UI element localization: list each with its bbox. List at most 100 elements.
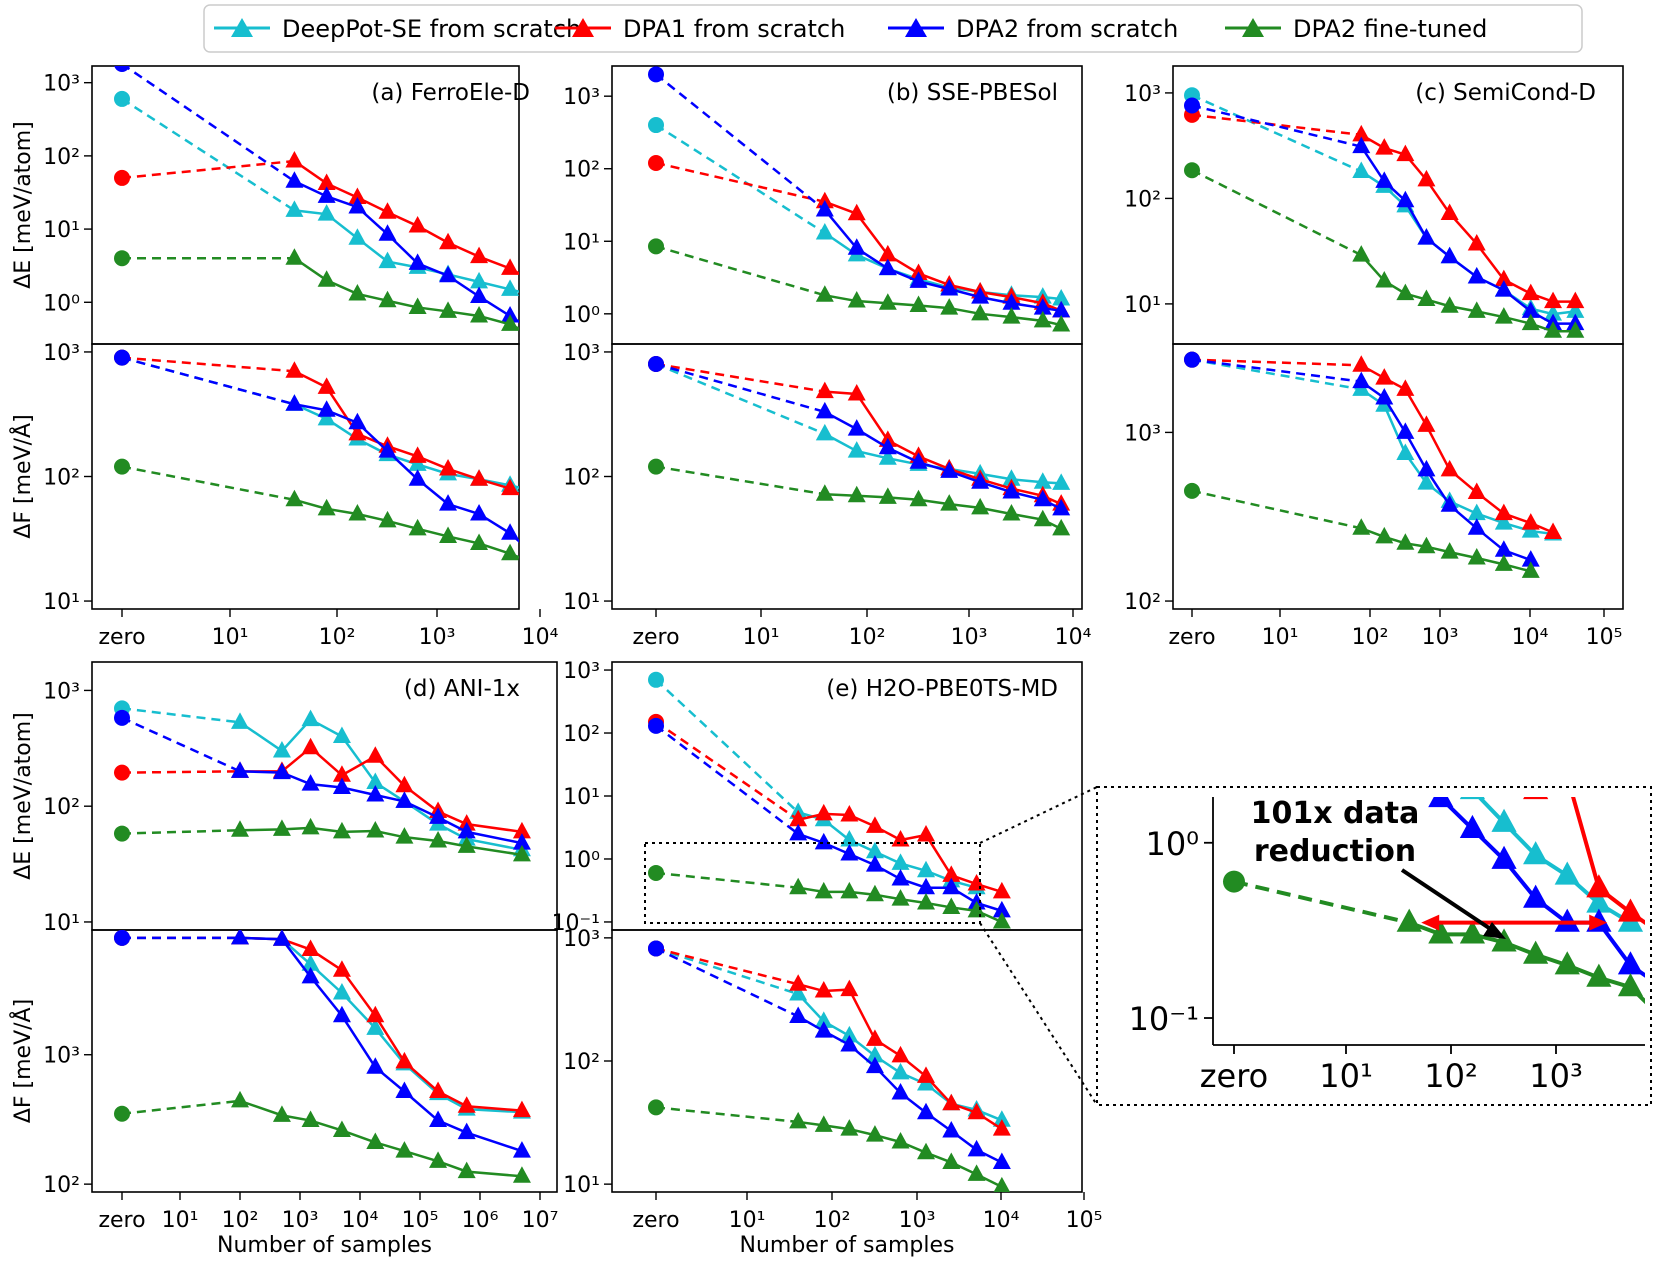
zero-shot-link — [655, 245, 826, 297]
series — [648, 238, 1071, 332]
data-point — [1467, 233, 1486, 251]
data-point — [917, 1142, 936, 1160]
data-point — [815, 199, 834, 217]
axes-frame — [91, 661, 558, 931]
data-point — [470, 503, 489, 521]
data-point — [1396, 533, 1415, 550]
y-tick-label: 10³ — [563, 927, 600, 952]
zero-shot-point — [1184, 482, 1200, 499]
y-tick-label: 10³ — [43, 341, 80, 366]
data-point — [891, 853, 910, 870]
zero-shot-link — [121, 159, 295, 180]
series-line — [1360, 133, 1576, 303]
zero-shot-point — [648, 238, 664, 255]
plot-area — [648, 940, 1011, 1192]
data-point — [1352, 245, 1371, 262]
zero-shot-point — [648, 717, 664, 734]
zero-shot-point — [114, 349, 130, 366]
series — [1184, 106, 1585, 309]
legend-marker — [231, 18, 253, 37]
data-point — [408, 518, 427, 536]
data-point — [1544, 522, 1563, 539]
zero-shot-link — [1191, 489, 1362, 530]
zero-shot-point — [648, 864, 664, 881]
data-point — [942, 897, 961, 914]
zero-shot-link — [1191, 113, 1362, 137]
data-point — [847, 291, 866, 308]
zero-shot-point — [648, 671, 664, 688]
zero-shot-link — [1191, 358, 1362, 367]
legend-entry: DeepPot-SE from scratch — [214, 15, 581, 43]
data-point — [332, 726, 351, 743]
data-point — [917, 1066, 936, 1083]
y-tick-label: 10³ — [43, 72, 80, 97]
inset-zero-link — [1234, 461, 1409, 733]
inset-data-point — [1523, 797, 1549, 800]
data-point — [519, 323, 537, 340]
data-point — [1521, 283, 1540, 301]
data-point — [272, 740, 291, 758]
zero-shot-point — [114, 66, 130, 72]
x-tick-label: 10² — [1352, 625, 1389, 650]
data-point — [317, 498, 336, 516]
data-point — [967, 874, 986, 891]
inset-data-point — [1523, 940, 1549, 964]
data-point — [348, 503, 367, 521]
data-point — [847, 203, 866, 221]
data-point — [457, 836, 476, 853]
data-point — [1052, 498, 1071, 516]
data-point — [429, 1110, 448, 1128]
x-tick-label: 10⁶ — [462, 1208, 499, 1233]
zoom-connector — [979, 786, 1098, 844]
subplot: 10⁰ 10¹ 10² 10³ 10¹ 10² 10³ zero 10¹ 10² 10³ 10⁴ (a)… — [9, 65, 559, 650]
data-point — [891, 1082, 910, 1100]
data-point — [1521, 513, 1540, 530]
x-tick-label: 10⁴ — [983, 1208, 1020, 1233]
series — [1184, 351, 1540, 567]
data-point — [917, 1102, 936, 1120]
inset-data-point — [1586, 963, 1612, 987]
zero-shot-link — [655, 465, 826, 496]
inset-data-point — [1617, 951, 1644, 975]
subplot-title: (e) H2O-PBE0TS-MD — [826, 676, 1058, 702]
data-point — [439, 232, 458, 250]
data-point — [865, 1045, 884, 1063]
data-point — [1033, 310, 1052, 328]
energy-axes: 10⁰ 10¹ 10² 10³ — [563, 65, 1083, 345]
x-tick-label: 10¹ — [743, 625, 780, 650]
data-point — [840, 1025, 859, 1043]
data-point — [301, 709, 320, 727]
inset-series — [1234, 461, 1645, 926]
zero-shot-point — [648, 940, 664, 957]
series — [114, 1090, 531, 1183]
data-point — [971, 472, 990, 489]
y-tick-label: 10¹ — [563, 590, 600, 615]
zero-shot-point — [1184, 351, 1200, 368]
zero-shot-link — [121, 97, 296, 212]
zero-shot-point — [648, 154, 664, 171]
data-point — [512, 1166, 531, 1183]
zero-shot-link — [1191, 104, 1362, 148]
data-point — [1417, 228, 1436, 245]
data-point — [789, 823, 808, 841]
data-point — [1467, 266, 1486, 284]
data-point — [815, 223, 834, 240]
data-point — [878, 448, 897, 465]
data-point — [366, 1018, 385, 1035]
series — [114, 151, 519, 275]
y-tick-label: 10¹ — [1124, 293, 1161, 318]
data-point — [1494, 540, 1513, 557]
data-point — [378, 224, 397, 241]
annotation-arrow — [1400, 868, 1494, 932]
y-tick-label: 10³ — [563, 659, 600, 684]
energy-axes: 10⁰ 10¹ 10² 10³ — [43, 65, 537, 345]
data-point — [942, 1121, 961, 1138]
data-point — [429, 807, 448, 824]
data-point — [840, 804, 859, 822]
data-point — [272, 762, 291, 780]
data-point — [1494, 513, 1513, 530]
data-point — [1052, 300, 1071, 318]
data-point — [789, 877, 808, 895]
data-point — [789, 1006, 808, 1023]
